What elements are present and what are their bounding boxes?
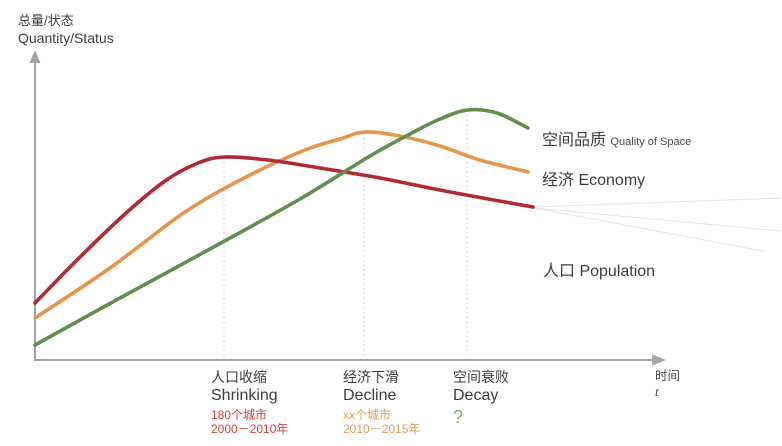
annotation-shrinking-title-en: Shrinking (211, 387, 278, 404)
y-axis-title-en: Quantity/Status (18, 30, 114, 46)
annotation-shrinking: 人口收缩 Shrinking 180个城市 2000－2010年 (211, 369, 288, 436)
annotation-decay-title-cn: 空间衰败 (453, 369, 509, 385)
legend-population-label: 人口 Population (543, 263, 656, 280)
projection-line-3 (533, 207, 764, 252)
annotation-decline-title-cn: 经济下滑 (343, 369, 399, 385)
annotation-decay-title-en: Decay (453, 387, 499, 404)
annotation-decay: 空间衰败 Decay ? (453, 369, 509, 427)
annotation-decline: 经济下滑 Decline xx个城市 2010－2015年 (343, 369, 420, 436)
annotation-decay-question-mark: ? (453, 407, 464, 427)
curve-space_quality (33, 107, 530, 347)
legend-space-quality: 空间品质 Quality of Space (542, 126, 691, 150)
y-axis-title-cn: 总量/状态 (18, 13, 74, 28)
x-axis-title: 时间 t (655, 369, 680, 399)
curve-economy (33, 130, 530, 320)
annotation-decline-title-en: Decline (343, 387, 397, 404)
annotation-shrinking-detail-1: 180个城市 (211, 408, 268, 422)
curve-population (33, 155, 535, 305)
y-axis-arrow-icon (29, 50, 41, 63)
y-axis-title: 总量/状态 Quantity/Status (18, 12, 114, 47)
annotation-shrinking-title-cn: 人口收缩 (211, 369, 267, 385)
legend-economy: 经济 Economy (542, 166, 645, 190)
legend-economy-label: 经济 Economy (542, 172, 646, 189)
legend-space-quality-cn: 空间品质 (542, 132, 607, 149)
projection-line-1 (533, 197, 782, 208)
x-axis-title-cn: 时间 (655, 369, 681, 383)
annotation-decline-detail-1: xx个城市 (343, 408, 392, 422)
legend-population: 人口 Population (543, 257, 655, 281)
projection-line-2 (533, 207, 782, 232)
legend-space-quality-en: Quality of Space (610, 136, 692, 148)
x-axis-title-t: t (655, 384, 659, 399)
annotation-shrinking-detail-2: 2000－2010年 (211, 422, 289, 436)
x-axis-arrow-icon (652, 354, 666, 366)
annotation-decline-detail-2: 2010－2015年 (343, 422, 421, 436)
